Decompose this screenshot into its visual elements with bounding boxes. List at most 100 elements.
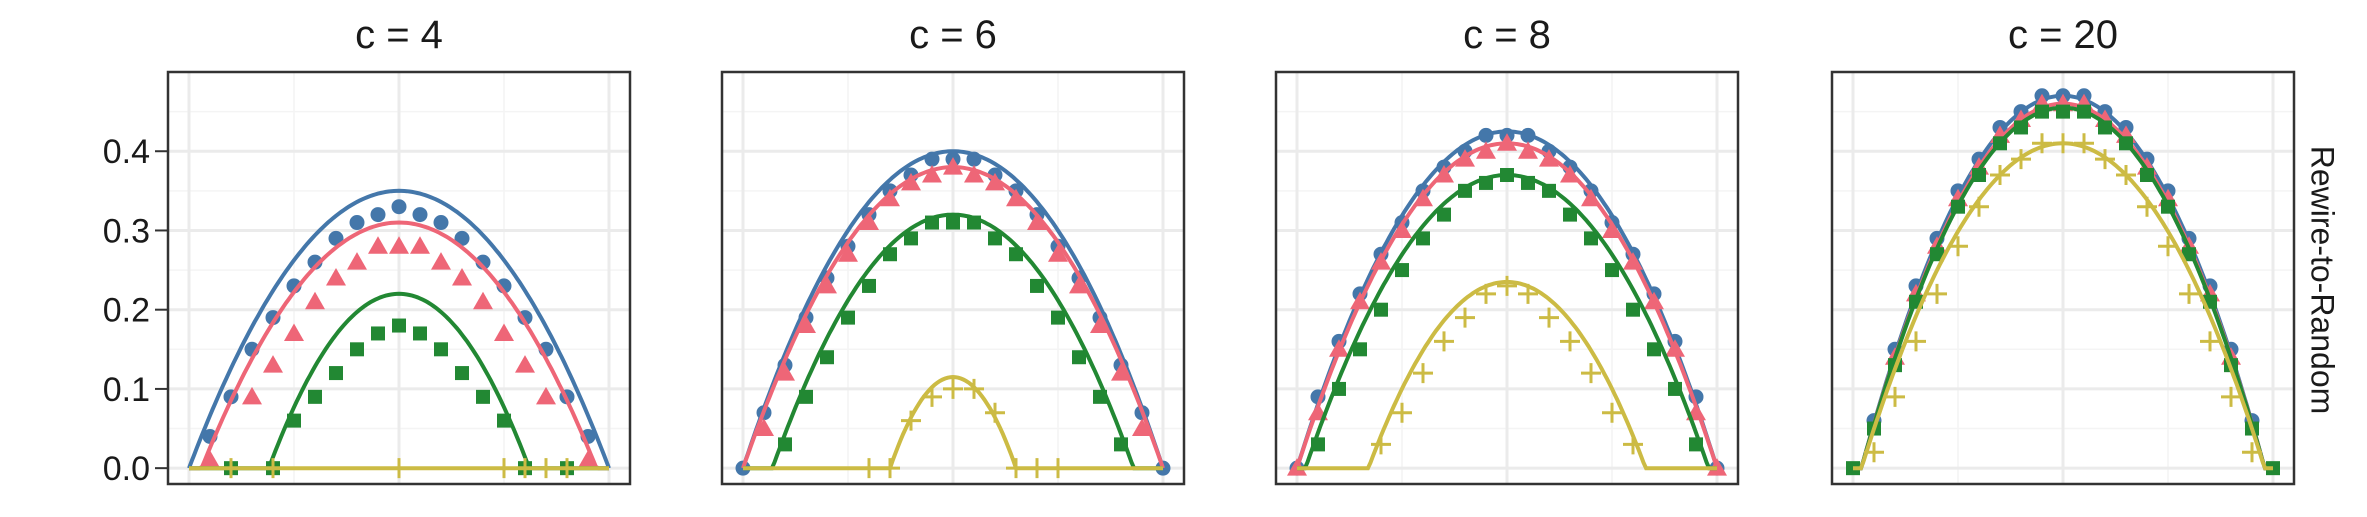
data-point [1413, 188, 1433, 207]
data-point [1885, 386, 1905, 407]
data-point [1479, 175, 1493, 190]
data-point [1518, 141, 1538, 159]
data-point [838, 244, 858, 262]
data-point [1413, 363, 1433, 384]
data-point [413, 326, 427, 341]
data-point [1951, 199, 1965, 214]
data-point [2011, 149, 2031, 170]
data-point [431, 252, 451, 270]
data-point [242, 386, 262, 405]
data-point [536, 458, 556, 479]
data-point [1434, 331, 1454, 352]
panel-border [1830, 70, 2296, 486]
data-point [2119, 136, 2133, 151]
data-point [1602, 402, 1622, 423]
data-point [946, 215, 960, 230]
panel-border [166, 70, 632, 486]
data-point [1584, 231, 1598, 246]
facet-strip-label: Rewire-to-Random [2305, 146, 2341, 415]
data-point [841, 310, 855, 325]
data-point [557, 458, 577, 479]
data-point [497, 413, 511, 428]
data-point [1353, 342, 1367, 357]
data-point [1374, 302, 1388, 317]
data-point [1993, 136, 2007, 151]
data-point [347, 252, 367, 270]
data-point [922, 386, 942, 407]
data-point [1539, 149, 1559, 167]
data-point [901, 410, 921, 431]
data-point [433, 215, 449, 231]
data-point [1990, 165, 2010, 185]
data-point [817, 275, 837, 294]
data-point [880, 458, 900, 479]
y-tick-label: 0.4 [103, 133, 150, 171]
data-point [1114, 437, 1128, 452]
data-point [410, 236, 430, 254]
data-point [1395, 263, 1409, 278]
data-point [536, 386, 556, 405]
data-point [1626, 302, 1640, 317]
data-point [1371, 434, 1391, 455]
series-line [743, 374, 1163, 471]
data-point [1581, 188, 1601, 207]
data-point [1623, 434, 1643, 455]
data-point [1497, 275, 1517, 296]
data-point [1048, 244, 1068, 262]
data-point [515, 458, 535, 479]
data-point [1930, 247, 1944, 262]
data-point [1560, 331, 1580, 352]
data-point [434, 342, 448, 357]
data-point [1500, 168, 1514, 182]
data-point [967, 215, 981, 230]
data-point [1542, 183, 1556, 198]
data-point [221, 458, 241, 479]
data-point [389, 236, 409, 254]
data-point [1644, 291, 1664, 310]
data-point [2242, 442, 2262, 463]
data-point [349, 215, 365, 231]
data-point [1864, 442, 1884, 463]
data-point [263, 458, 283, 479]
data-point [473, 291, 493, 310]
data-point [862, 278, 876, 293]
data-point [1927, 283, 1947, 304]
data-point [2074, 133, 2094, 154]
data-point [412, 207, 428, 223]
y-tick-label: 0.1 [103, 371, 150, 409]
data-point [308, 389, 322, 404]
data-point [454, 230, 470, 246]
data-point [1476, 283, 1496, 304]
data-point [943, 378, 963, 399]
data-point [1455, 149, 1475, 167]
y-tick-label: 0.0 [103, 450, 150, 488]
data-point [2035, 104, 2049, 119]
data-point [964, 378, 984, 399]
panel-title: c = 20 [2008, 13, 2118, 57]
data-point [284, 323, 304, 341]
panel-title: c = 8 [1463, 13, 1551, 57]
data-point [883, 247, 897, 262]
data-point [1371, 252, 1391, 270]
data-point [2053, 133, 2073, 154]
data-point [2137, 196, 2157, 217]
data-point [924, 151, 940, 167]
data-point [1969, 196, 1989, 217]
series-line [187, 188, 611, 469]
data-point [263, 355, 283, 373]
data-point [578, 450, 598, 468]
data-point [1647, 342, 1661, 357]
data-point [494, 458, 514, 479]
data-point [985, 172, 1005, 191]
data-point [287, 413, 301, 428]
data-point [1972, 168, 1986, 182]
data-point [778, 437, 792, 452]
data-point [1072, 350, 1086, 365]
data-point [1416, 231, 1430, 246]
data-point [1093, 389, 1107, 404]
data-point [371, 326, 385, 341]
data-point [775, 363, 795, 381]
data-point [1090, 315, 1110, 334]
data-point [2095, 149, 2115, 170]
